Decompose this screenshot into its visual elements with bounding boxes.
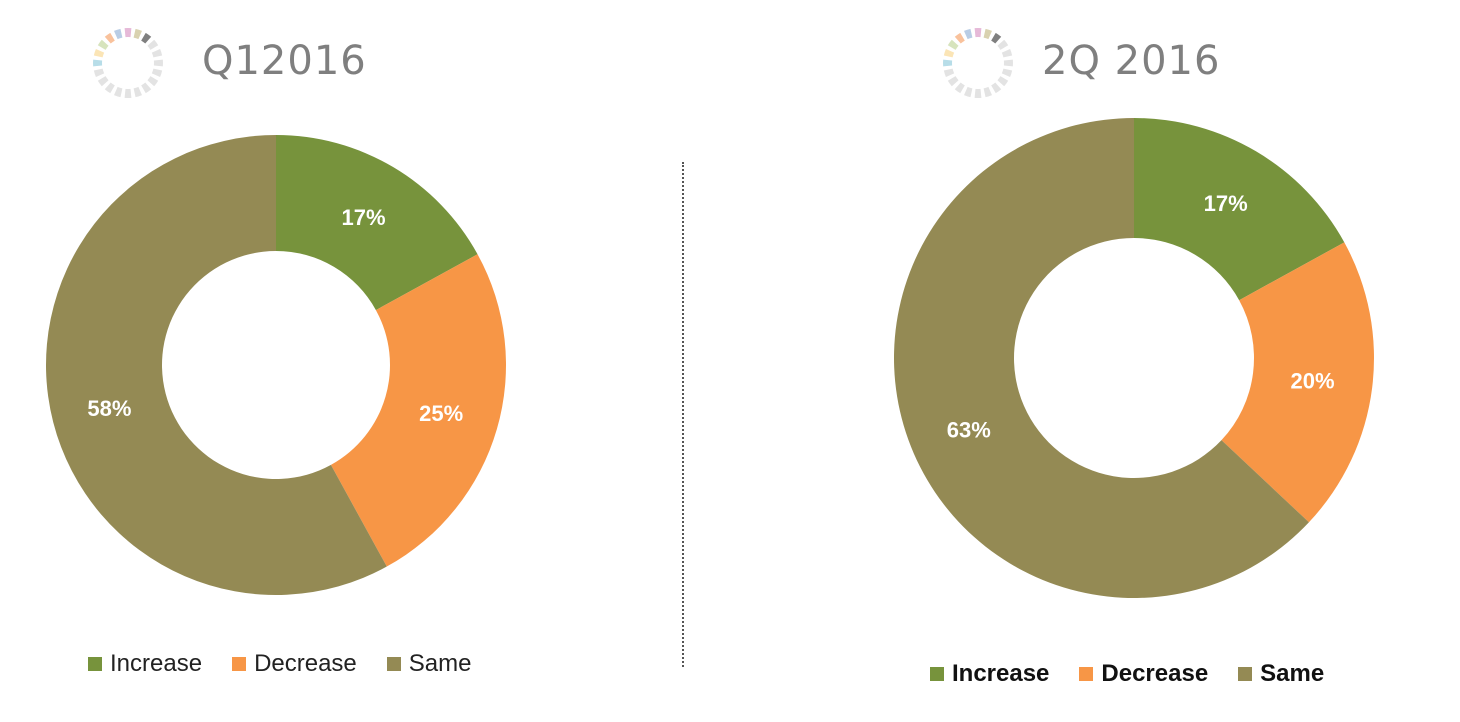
data-label: 58% (87, 396, 131, 421)
logo-ring-segment (141, 32, 152, 44)
dotted-divider (682, 162, 684, 667)
chart-legend: Increase Decrease Same (930, 660, 1354, 688)
legend-swatch-increase (88, 657, 102, 671)
data-label: 63% (947, 417, 991, 442)
logo-ring-segment (947, 39, 959, 50)
logo-ring-segment (93, 68, 105, 77)
donut-chart: 17% 25% 58% (45, 135, 506, 595)
logo-ring-segment (983, 28, 992, 40)
data-label: 17% (342, 205, 386, 230)
slice-decrease (330, 254, 506, 567)
legend-label: Increase (952, 660, 1050, 687)
legend-label: Decrease (1101, 660, 1209, 687)
logo-ring-segment (954, 82, 965, 94)
data-label: 20% (1291, 369, 1335, 394)
legend-swatch-same (1238, 667, 1253, 681)
logo-ring-segment (1003, 59, 1013, 67)
logo-ring-segment (97, 39, 109, 50)
logo-ring-segment (104, 32, 115, 44)
chart-panel-q1: Q12016 17% 25% 58% Increase Decrease Same (0, 0, 680, 722)
logo-ring-segment (947, 76, 959, 87)
logo-ring-segment (983, 86, 992, 98)
slice-same (45, 135, 387, 595)
logo-ring-segment (997, 76, 1009, 87)
logo-ring-segment (141, 82, 152, 94)
logo-ring-segment (943, 59, 953, 67)
logo-ring-segment (97, 76, 109, 87)
logo-ring-segment (954, 32, 965, 44)
legend-item-decrease: Decrease (232, 650, 357, 678)
logo-ring-segment (93, 59, 103, 67)
logo-ring-segment (997, 39, 1009, 50)
logo-ring-segment (124, 28, 132, 38)
logo-ring-segment (991, 82, 1002, 94)
logo-ring-segment (151, 49, 163, 58)
legend-label: Same (1260, 660, 1325, 687)
logo-ring-segment (964, 28, 973, 40)
legend-label: Increase (110, 650, 203, 677)
logo-ring-icon (93, 28, 163, 98)
logo-ring-segment (124, 88, 132, 98)
legend-item-increase: Increase (88, 650, 202, 678)
slice-same (894, 118, 1309, 598)
legend-item-decrease: Decrease (1079, 660, 1208, 688)
logo-ring-segment (151, 68, 163, 77)
logo-ring-segment (964, 86, 973, 98)
chart-panel-q2: 2Q 2016 17% 20% 63% Increase Decrease Same (684, 0, 1460, 722)
logo-ring-segment (974, 28, 982, 38)
chart-title: Q12016 (202, 38, 367, 84)
logo-ring-segment (974, 88, 982, 98)
logo-ring-icon (943, 28, 1013, 98)
logo-ring-segment (943, 49, 955, 58)
slice-decrease (1221, 242, 1374, 523)
logo-ring-segment (943, 68, 955, 77)
chart-legend: Increase Decrease Same (88, 650, 501, 678)
legend-label: Decrease (254, 650, 357, 677)
legend-item-same: Same (386, 650, 472, 678)
logo-ring-segment (991, 32, 1002, 44)
legend-swatch-decrease (1079, 667, 1094, 681)
legend-swatch-decrease (232, 657, 247, 671)
logo-ring-segment (104, 82, 115, 94)
legend-label: Same (408, 650, 472, 677)
logo-ring-segment (1001, 49, 1013, 58)
logo-ring-segment (133, 86, 142, 98)
legend-swatch-increase (930, 667, 944, 681)
logo-ring-segment (147, 39, 159, 50)
logo-ring-segment (147, 76, 159, 87)
logo-ring-segment (1001, 68, 1013, 77)
slice-increase (276, 135, 478, 311)
legend-swatch-same (386, 657, 401, 671)
data-label: 25% (419, 401, 463, 426)
chart-title: 2Q 2016 (1042, 38, 1221, 84)
logo-ring-segment (114, 86, 123, 98)
logo-ring-segment (93, 49, 105, 58)
data-label: 17% (1204, 191, 1248, 216)
logo-ring-segment (114, 28, 123, 40)
logo-ring-segment (153, 59, 163, 67)
legend-item-increase: Increase (930, 660, 1049, 688)
slice-increase (1134, 118, 1345, 301)
donut-chart: 17% 20% 63% (894, 118, 1374, 598)
legend-item-same: Same (1238, 660, 1324, 688)
logo-ring-segment (133, 28, 142, 40)
